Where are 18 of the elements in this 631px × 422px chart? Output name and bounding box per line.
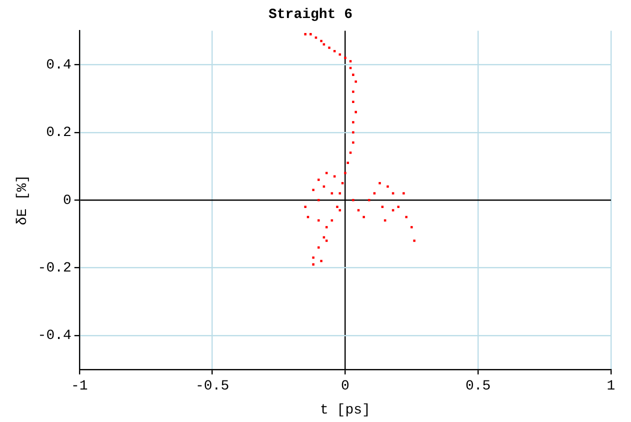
y-tick-label: 0.2 — [46, 125, 72, 142]
point — [381, 206, 384, 208]
x-tick-label: 0.5 — [465, 378, 491, 395]
y-tick-label: 0 — [63, 192, 72, 209]
point — [317, 246, 320, 249]
y-tick-label: -0.2 — [38, 260, 72, 277]
x-tick-label: -0.5 — [196, 378, 230, 395]
chart-title: Straight 6 — [268, 6, 353, 23]
point — [317, 219, 320, 222]
x-tick-label: -1 — [71, 378, 88, 395]
x-axis-title: t [ps] — [320, 402, 370, 418]
point — [317, 198, 320, 202]
y-tick-label: 0.4 — [46, 57, 72, 74]
x-tick-label: 1 — [606, 378, 616, 395]
y-tick-label: -0.4 — [38, 328, 72, 344]
point — [368, 198, 370, 202]
x-tick-label: 0 — [341, 378, 350, 395]
y-axis-title: δE [%] — [15, 174, 32, 226]
